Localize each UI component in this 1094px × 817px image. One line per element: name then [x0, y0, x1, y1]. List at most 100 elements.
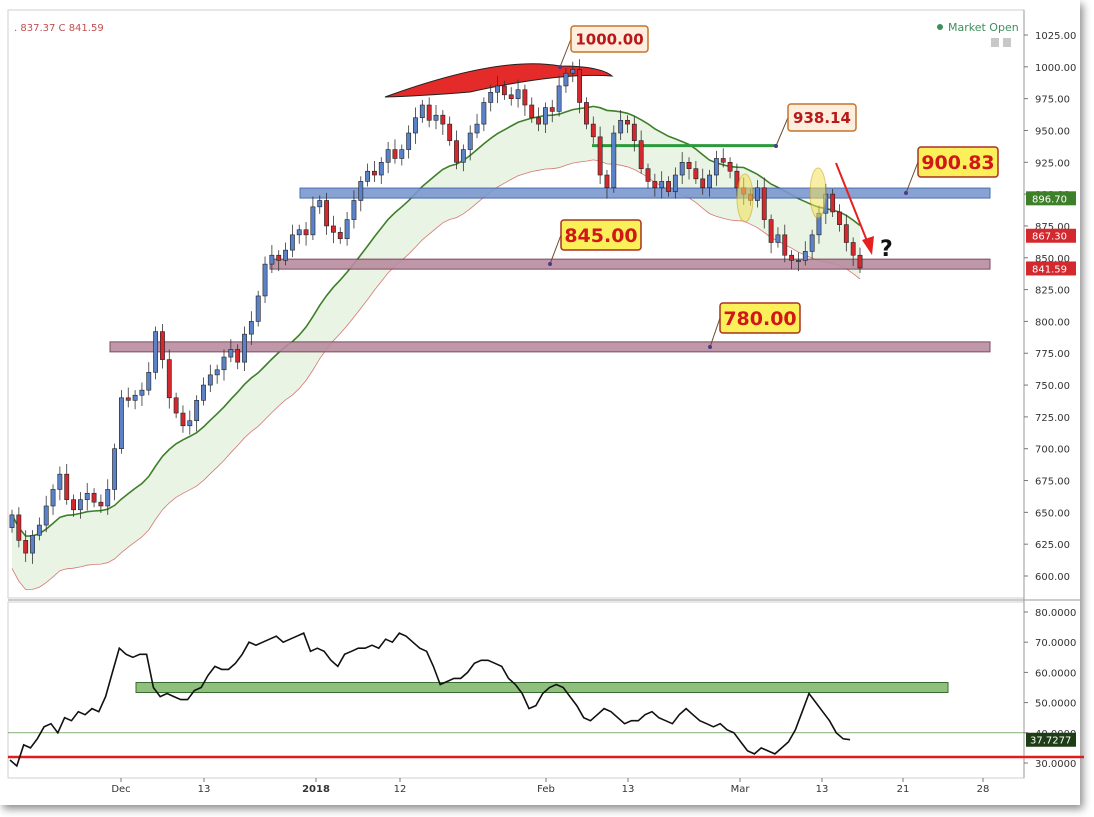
candle-body	[310, 206, 316, 236]
candle-body	[604, 174, 610, 189]
down-arrow-head	[862, 236, 874, 255]
callout-900-pointer	[905, 161, 919, 194]
x-tick-label: 2018	[302, 784, 330, 795]
callout-780-box	[719, 302, 801, 334]
candle-body	[153, 331, 159, 373]
callout-780-dot	[708, 345, 712, 349]
candle-body	[57, 473, 63, 490]
candle-body	[36, 524, 42, 536]
candle-body	[515, 89, 521, 99]
ma-fast-line	[11, 159, 861, 591]
price-tick-label: 875.00	[1035, 222, 1070, 233]
callout-900-dot	[904, 191, 908, 195]
candle-body	[707, 174, 712, 189]
candle-body	[768, 219, 774, 243]
candle-body	[71, 499, 76, 511]
candle-body	[488, 91, 494, 103]
price-tick-label: 650.00	[1035, 508, 1070, 519]
ohlc-readout: . 837.37 C 841.59	[14, 23, 104, 34]
candle-body	[23, 540, 29, 554]
x-tick-label: Mar	[731, 784, 751, 795]
candle-body	[638, 140, 644, 169]
callout-845-dot	[548, 262, 552, 266]
candle-body	[276, 254, 282, 261]
candle-body	[146, 372, 152, 391]
x-tick-label: 21	[897, 784, 910, 795]
candle-body	[118, 397, 124, 450]
candle-body	[563, 72, 569, 87]
candle-body	[194, 400, 200, 422]
candle-body	[734, 170, 740, 189]
price-tick-label: 925.00	[1035, 158, 1070, 169]
candle-body	[248, 321, 254, 335]
candle-body	[330, 225, 336, 233]
candle-body	[467, 132, 473, 150]
oscillator-current-box	[1026, 732, 1076, 747]
candle-body	[857, 254, 863, 269]
callout-780-text: 780.00	[723, 308, 796, 330]
candle-body	[454, 140, 459, 163]
candle-body	[64, 473, 70, 500]
candle-body	[166, 359, 172, 399]
callout-938-dot	[774, 144, 778, 148]
price-label-box	[1026, 261, 1076, 276]
x-tick-label: 28	[977, 784, 990, 795]
candle-body	[754, 187, 760, 201]
price-tick-label: 750.00	[1035, 381, 1070, 392]
candle-body	[727, 161, 733, 172]
candle-body	[802, 251, 808, 261]
candle-body	[283, 249, 288, 261]
candle-body	[789, 254, 795, 261]
scroll-up-icon	[1003, 38, 1011, 47]
x-tick-label: 13	[816, 784, 829, 795]
candle-body	[522, 89, 528, 106]
candle-body	[590, 123, 596, 138]
candle-body	[262, 263, 268, 297]
candle-body	[495, 85, 500, 93]
candle-body	[529, 104, 535, 119]
candle-body	[365, 170, 371, 182]
callout-845-pointer	[549, 234, 562, 265]
x-tick-label: Dec	[111, 784, 130, 795]
osc-tick-label: 30.0000	[1035, 759, 1076, 770]
ma-band-fill	[12, 106, 860, 590]
osc-tick-label: 70.0000	[1035, 638, 1076, 649]
candle-body	[139, 389, 145, 396]
price-tick-label: 625.00	[1035, 540, 1070, 551]
market-status: Market Open	[948, 21, 1019, 34]
candle-body	[700, 178, 706, 189]
candle-body	[43, 505, 49, 526]
scroll-down-icon	[991, 38, 999, 47]
candle-body	[269, 254, 275, 265]
x-tick-label: 13	[198, 784, 211, 795]
candle-body	[228, 349, 234, 358]
price-tick-label: 600.00	[1035, 572, 1070, 583]
callout-780-pointer	[709, 317, 721, 348]
candle-body	[30, 534, 35, 554]
candle-body	[426, 104, 432, 121]
candle-body	[597, 136, 603, 176]
down-arrow-line	[835, 162, 870, 247]
candle-body	[105, 489, 111, 507]
candle-body	[481, 102, 487, 125]
x-tick-label: Feb	[537, 784, 555, 795]
candle-body	[720, 158, 726, 163]
candle-body	[775, 234, 781, 243]
candle-body	[611, 132, 617, 189]
callout-845-text: 845.00	[564, 225, 637, 247]
candle-body	[112, 448, 118, 490]
price-tick-label: 775.00	[1035, 349, 1070, 360]
candle-body	[180, 412, 186, 427]
candle-body	[556, 85, 562, 112]
candle-body	[385, 149, 391, 163]
candle-body	[207, 374, 213, 386]
candle-body	[289, 234, 295, 251]
candle-body	[666, 181, 671, 192]
candle-body	[187, 420, 193, 427]
candle-body	[351, 200, 357, 220]
candle-body	[659, 181, 665, 189]
price-tick-label: 975.00	[1035, 95, 1070, 106]
price-label-text: 841.59	[1032, 264, 1067, 275]
candle-body	[255, 295, 261, 322]
